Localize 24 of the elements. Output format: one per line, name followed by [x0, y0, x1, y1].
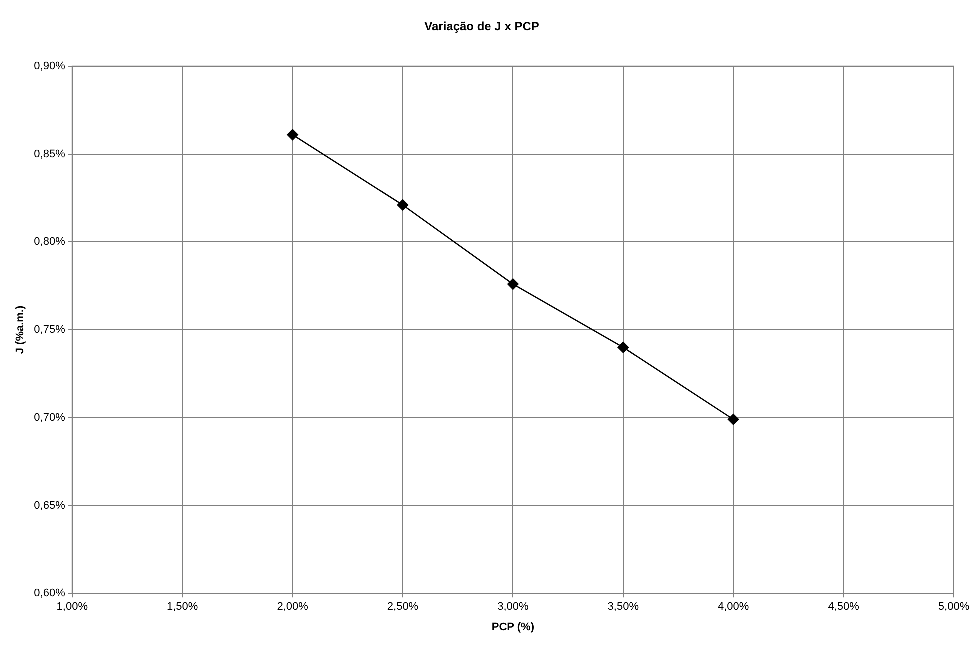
y-tick-label: 0,60% [34, 588, 66, 600]
y-axis-title: J (%a.m.) [14, 306, 27, 354]
x-tick-label: 4,00% [718, 601, 750, 614]
x-tick-label: 2,00% [277, 601, 309, 614]
x-tick-label: 4,50% [828, 601, 860, 614]
x-tick-label: 3,00% [498, 601, 530, 614]
y-tick-label: 0,65% [34, 500, 66, 512]
y-tick-label: 0,70% [34, 412, 66, 424]
point [508, 278, 519, 290]
point [287, 129, 298, 141]
x-tick-label: 2,50% [387, 601, 419, 614]
point [728, 414, 740, 426]
x-tick-label: 3,50% [608, 601, 640, 614]
x-axis-title: PCP (%) [492, 621, 535, 634]
y-tick-label: 0,75% [34, 324, 66, 336]
y-tick-label: 0,90% [34, 60, 66, 72]
point [618, 342, 630, 354]
y-tick-label: 0,80% [34, 236, 66, 248]
chart-title: Variação de J x PCP [424, 20, 540, 34]
point [397, 200, 409, 211]
x-tick-label: 5,00% [938, 601, 970, 614]
x-tick-label: 1,00% [56, 601, 88, 614]
y-tick-label: 0,85% [34, 148, 66, 160]
x-tick-label: 1,50% [166, 601, 198, 614]
